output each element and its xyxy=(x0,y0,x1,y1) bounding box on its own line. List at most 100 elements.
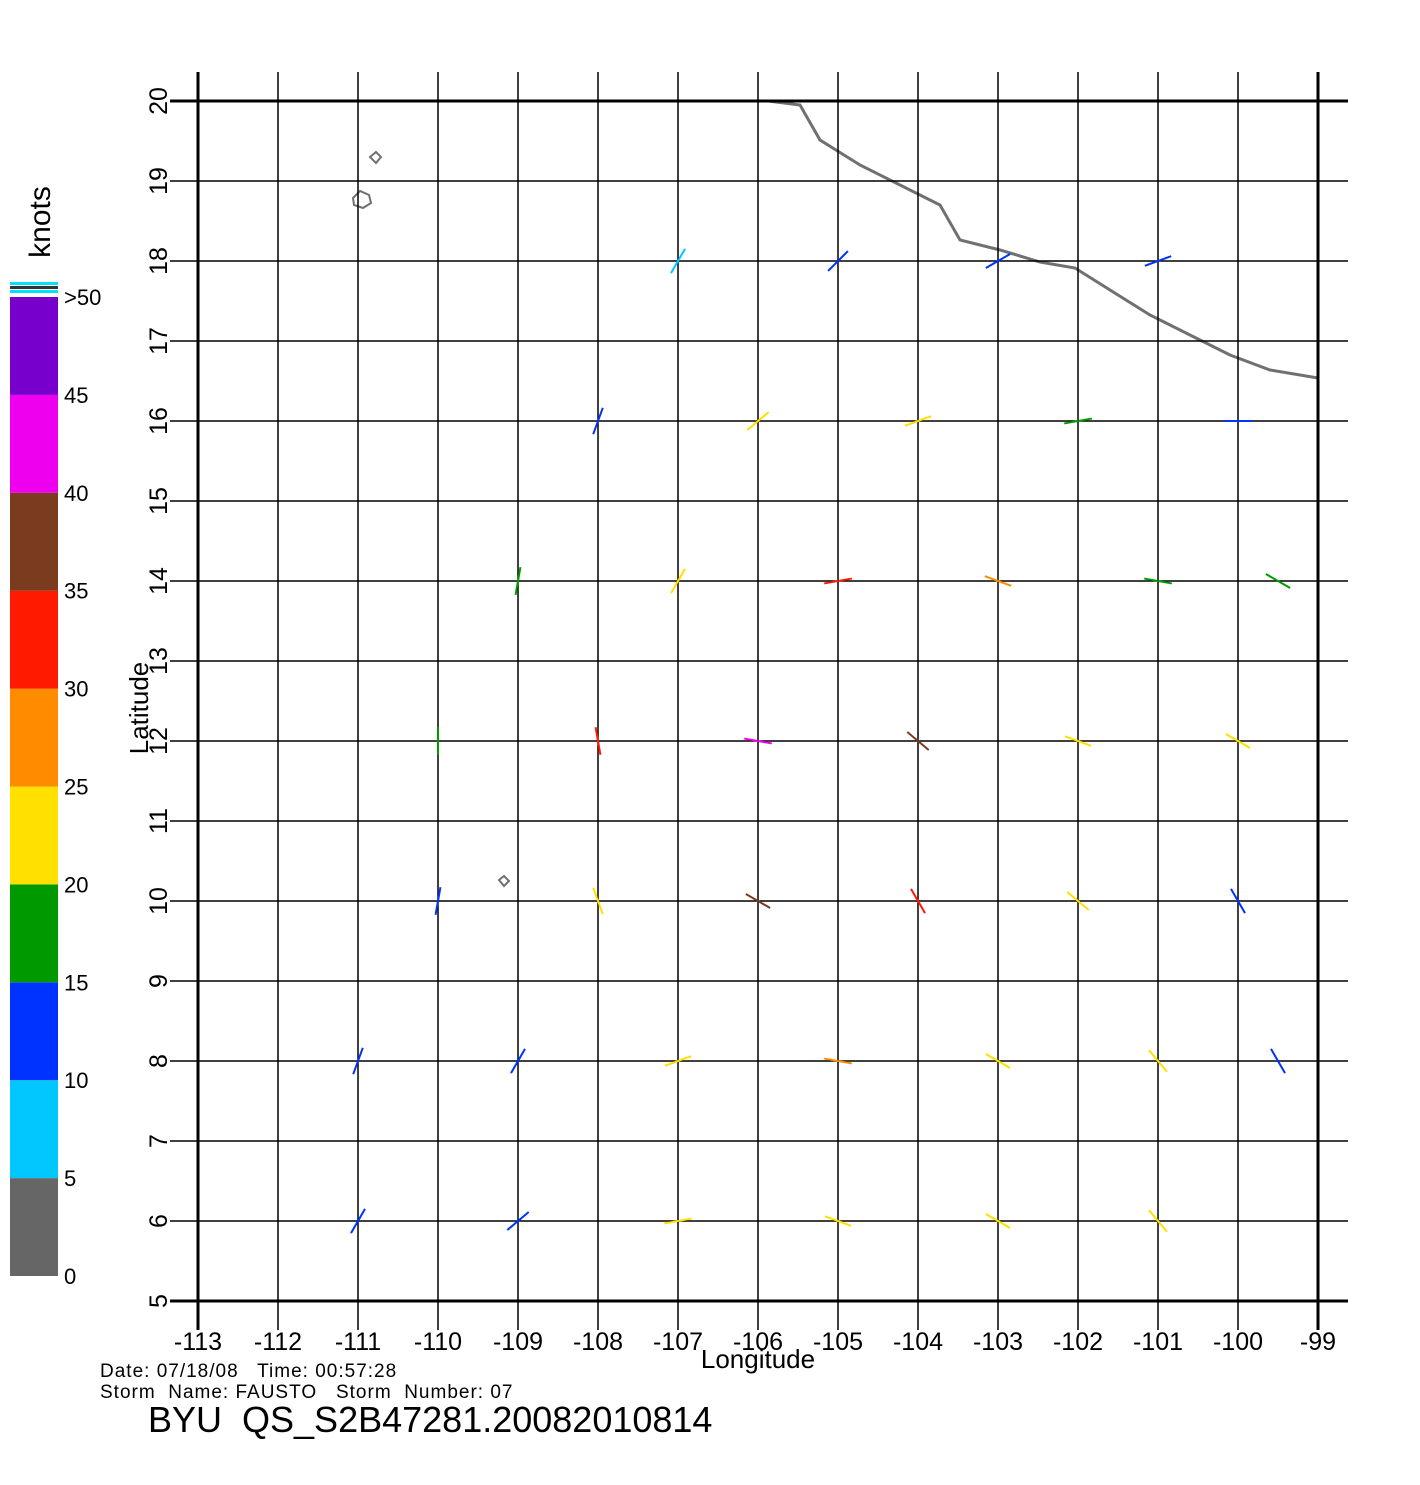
wind-vector xyxy=(1148,1209,1168,1233)
island xyxy=(351,189,373,210)
wind-vector xyxy=(984,575,1012,587)
y-tick-label: 17 xyxy=(145,327,173,355)
wind-vector xyxy=(746,411,770,431)
wind-vector xyxy=(827,250,849,272)
y-tick-label: 13 xyxy=(145,647,173,675)
wind-vector xyxy=(1066,891,1090,911)
x-tick-label: -101 xyxy=(1133,1328,1183,1356)
colorbar-tick-label: 10 xyxy=(64,1068,88,1093)
y-tick-label: 12 xyxy=(145,727,173,755)
y-tick-label: 9 xyxy=(145,974,173,988)
colorbar-tick-label: 20 xyxy=(64,872,88,897)
wind-vector xyxy=(434,887,442,915)
wind-vector xyxy=(906,731,930,751)
y-tick-label: 16 xyxy=(145,407,173,435)
x-tick-label: -110 xyxy=(414,1328,462,1356)
x-tick-label: -111 xyxy=(335,1328,381,1356)
colorbar-tick-label: 40 xyxy=(64,481,88,506)
y-axis-label: Latitude xyxy=(124,662,154,755)
wind-vector xyxy=(824,1057,852,1065)
y-tick-label: 5 xyxy=(145,1294,173,1308)
wind-vector xyxy=(510,1048,526,1074)
x-tick-label: -104 xyxy=(893,1328,943,1356)
colorbar-cap xyxy=(10,282,58,285)
y-tick-label: 18 xyxy=(145,247,173,275)
wind-vector xyxy=(506,1211,530,1231)
colorbar-tick-label: 35 xyxy=(64,579,88,604)
y-tick-label: 10 xyxy=(145,887,173,915)
colorbar-tick-label: 30 xyxy=(64,677,88,702)
wind-vector xyxy=(1144,255,1172,267)
wind-vector xyxy=(664,1217,692,1225)
colorbar-band xyxy=(10,786,58,885)
island xyxy=(368,150,383,165)
y-tick-label: 7 xyxy=(145,1134,173,1148)
x-tick-label: -102 xyxy=(1053,1328,1103,1356)
colorbar-tick-label: 15 xyxy=(64,970,88,995)
x-tick-label: -113 xyxy=(174,1328,222,1356)
colorbar-band xyxy=(10,982,58,1081)
wind-vector xyxy=(352,1047,364,1075)
x-tick-label: -106 xyxy=(733,1328,783,1356)
coastline xyxy=(767,99,1319,380)
x-tick-label: -107 xyxy=(653,1328,703,1356)
wind-vector xyxy=(1148,1049,1168,1073)
colorbar-band xyxy=(10,1178,58,1276)
wind-vector xyxy=(592,407,604,435)
colorbar-band xyxy=(10,688,58,787)
x-tick-label: -112 xyxy=(254,1328,302,1356)
footer-date: Date: 07/18/08 Time: 00:57:28 xyxy=(100,1361,397,1382)
wind-vector xyxy=(744,737,772,745)
footer-storm: Storm Name: FAUSTO Storm Number: 07 xyxy=(100,1382,513,1403)
wind-vector xyxy=(745,893,771,909)
wind-vector xyxy=(1064,417,1092,425)
wind-vector xyxy=(670,248,686,274)
wind-vector xyxy=(985,1053,1011,1069)
colorbar-label: knots xyxy=(24,186,57,258)
wind-vector xyxy=(594,727,602,755)
colorbar-tick-label: 0 xyxy=(64,1264,76,1289)
colorbar-cap xyxy=(10,286,58,289)
colorbar-band xyxy=(10,1080,58,1179)
wind-vector xyxy=(1144,577,1172,585)
colorbar-band xyxy=(10,884,58,983)
wind-vector xyxy=(664,1055,692,1067)
wind-vector xyxy=(1265,573,1291,589)
wind-vector xyxy=(910,888,926,914)
y-tick-label: 8 xyxy=(145,1054,173,1068)
wind-vector xyxy=(824,1215,852,1227)
colorbar-band xyxy=(10,297,58,395)
wind-vector xyxy=(824,577,852,585)
x-tick-label: -100 xyxy=(1213,1328,1263,1356)
y-tick-label: 6 xyxy=(145,1214,173,1228)
footer-file: BYU QS_S2B47281.20082010814 xyxy=(148,1399,712,1440)
x-tick-label: -108 xyxy=(573,1328,623,1356)
y-tick-label: 11 xyxy=(145,808,173,834)
y-tick-label: 20 xyxy=(145,87,173,115)
wind-vector xyxy=(592,887,604,915)
colorbar-band xyxy=(10,492,58,591)
x-tick-label: -99 xyxy=(1300,1328,1336,1356)
colorbar-tick-label: 45 xyxy=(64,383,88,408)
colorbar-tick-label: >50 xyxy=(64,285,101,310)
y-tick-label: 14 xyxy=(145,567,173,595)
colorbar-tick-label: 25 xyxy=(64,775,88,800)
colorbar-band xyxy=(10,394,58,493)
wind-vector xyxy=(1064,735,1092,747)
colorbar-tick-label: 5 xyxy=(64,1166,76,1191)
wind-vector xyxy=(904,415,932,427)
wind-vector xyxy=(1225,733,1251,749)
wind-vector xyxy=(670,568,686,594)
wind-vector xyxy=(985,253,1011,269)
x-tick-label: -103 xyxy=(973,1328,1023,1356)
island xyxy=(497,874,511,888)
wind-vector xyxy=(1270,1048,1286,1074)
wind-vector xyxy=(350,1208,366,1234)
y-tick-label: 19 xyxy=(145,167,173,195)
y-tick-label: 15 xyxy=(145,487,173,515)
colorbar-cap xyxy=(10,290,58,293)
wind-vector xyxy=(985,1213,1011,1229)
x-axis-label: Longitude xyxy=(701,1344,815,1374)
colorbar-band xyxy=(10,590,58,689)
